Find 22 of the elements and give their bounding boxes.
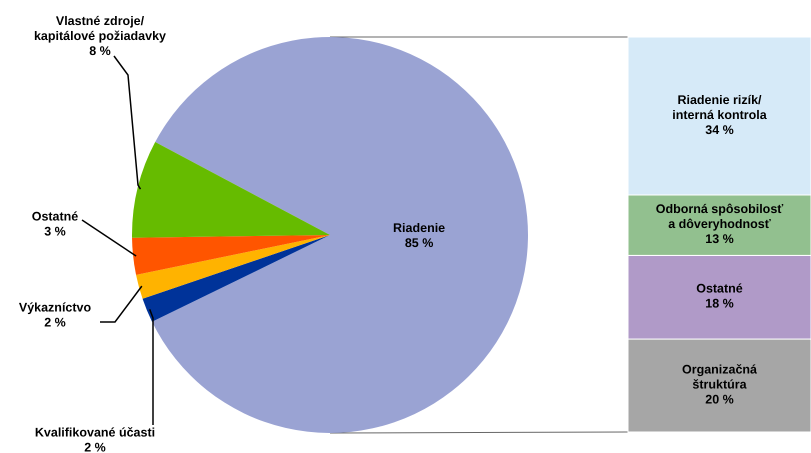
data-label: 3 % xyxy=(44,224,66,239)
data-label: 18 % xyxy=(705,297,734,312)
data-label: 13 % xyxy=(705,232,734,247)
data-label: 2 % xyxy=(84,440,106,453)
series-label: Ostatné xyxy=(696,282,743,296)
data-label: 20 % xyxy=(705,392,734,407)
series-label: Riadenie rizík/ interná kontrola xyxy=(672,93,768,122)
pie-slice xyxy=(136,235,330,299)
pie-slice xyxy=(132,235,330,275)
slice-label: Vlastné zdroje/ kapitálové požiadavky xyxy=(34,14,166,44)
data-label: 8 % xyxy=(89,44,111,58)
data-label: 85 % xyxy=(404,236,434,250)
slice-label: Riadenie xyxy=(393,221,446,236)
slice-label: Kvalifikované účasti xyxy=(34,426,156,440)
series-label: Odborná spôsobilosť a dôveryhodnosť xyxy=(656,202,784,232)
slice-label: Ostatné xyxy=(32,210,78,224)
series-label: Organizačná štruktúra xyxy=(682,362,758,392)
slice-label: Výkazníctvo xyxy=(18,300,92,315)
pie-slice xyxy=(132,142,330,238)
data-label: 2 % xyxy=(44,316,66,330)
pie-slice xyxy=(142,235,330,322)
data-label: 34 % xyxy=(705,123,734,138)
